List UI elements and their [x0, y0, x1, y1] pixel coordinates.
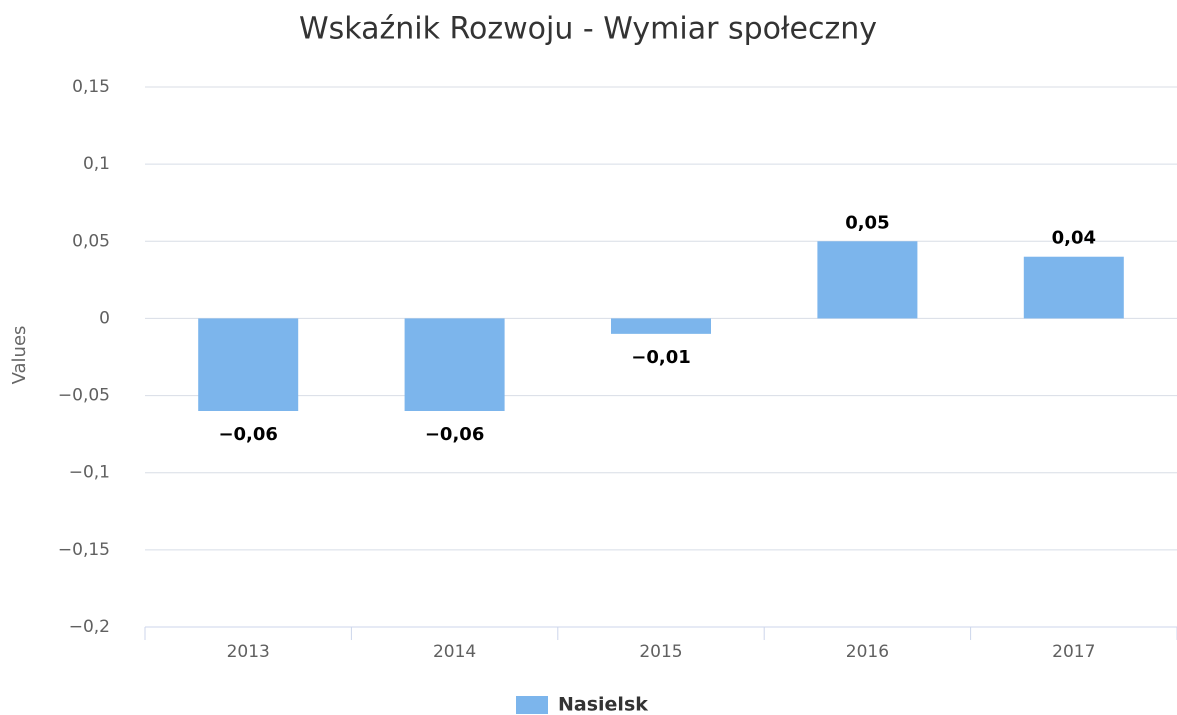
y-tick-label: 0,05: [72, 231, 110, 251]
bar: [611, 318, 711, 334]
x-tick-label: 2015: [639, 642, 682, 662]
data-label: −0,06: [218, 424, 278, 445]
bar: [1023, 256, 1124, 319]
data-label: 0,04: [1052, 228, 1096, 249]
data-label: −0,06: [425, 424, 485, 445]
y-tick-label: −0,15: [58, 540, 110, 560]
y-axis-label: Values: [9, 326, 30, 385]
bar: [404, 318, 505, 411]
y-tick-label: −0,2: [69, 617, 110, 637]
y-tick-label: 0,15: [72, 77, 110, 97]
x-tick-label: 2017: [1052, 642, 1095, 662]
y-tick-label: 0: [99, 308, 110, 328]
y-tick-label: 0,1: [83, 154, 110, 174]
x-tick-label: 2016: [846, 642, 889, 662]
y-tick-label: −0,1: [69, 463, 110, 483]
x-tick-label: 2014: [433, 642, 476, 662]
bar: [198, 318, 299, 411]
x-tick-label: 2013: [227, 642, 270, 662]
data-label: −0,01: [631, 347, 691, 368]
bar: [817, 241, 918, 319]
legend-swatch: [516, 696, 548, 714]
y-tick-label: −0,05: [58, 386, 110, 406]
data-label: 0,05: [845, 212, 889, 233]
chart-title: Wskaźnik Rozwoju - Wymiar społeczny: [299, 12, 877, 47]
legend-label: Nasielsk: [558, 694, 648, 715]
